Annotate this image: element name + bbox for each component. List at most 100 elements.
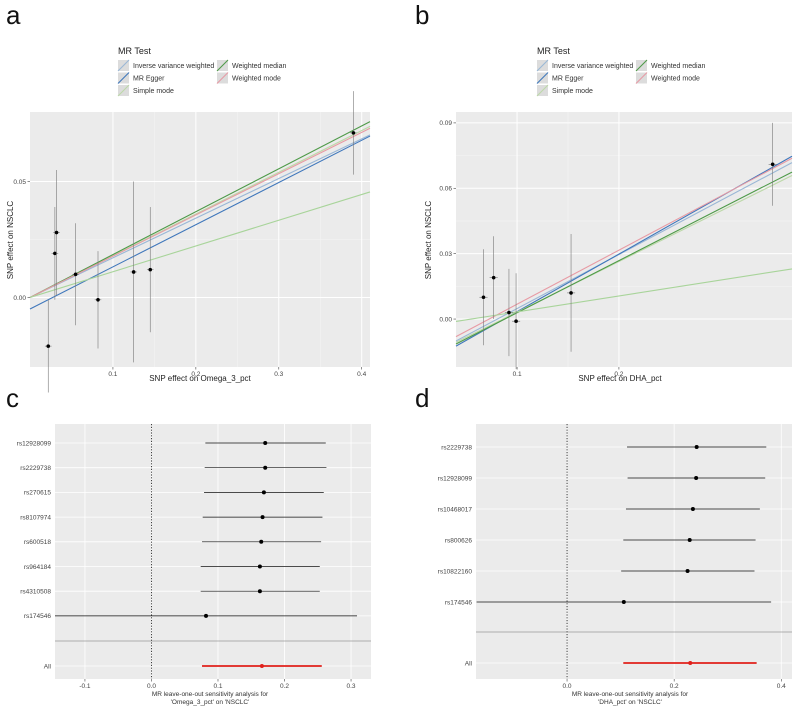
x-tick-label: 0.2	[670, 683, 679, 690]
panel-a-ticks: 0.1 0.2 0.3 0.4 0.00 0.05	[13, 179, 366, 378]
row-label: rs600518	[24, 539, 51, 546]
estimate-point	[621, 600, 626, 604]
panel-b-regression-lines	[455, 155, 793, 347]
row-label: rs2229738	[441, 444, 472, 451]
row-label: rs8107974	[20, 514, 51, 521]
regression-line	[29, 121, 371, 298]
overall-estimate-point	[259, 664, 264, 668]
estimate-point	[204, 613, 209, 618]
panel-c-caption-line2: 'Omega_3_pct' on 'NSCLC'	[171, 699, 250, 706]
estimate-point	[263, 465, 268, 470]
x-tick-label: 0.0	[147, 683, 156, 690]
panel-d-plot-area	[476, 424, 792, 679]
row-label: rs10468017	[438, 506, 473, 513]
row-label: rs964184	[24, 564, 51, 571]
data-point	[569, 291, 573, 295]
row-label: rs270615	[24, 490, 51, 497]
data-point	[73, 272, 78, 277]
x-tick-label: 0.1	[513, 371, 522, 378]
legend-label: Simple mode	[552, 88, 593, 95]
estimate-point	[261, 490, 266, 495]
row-label: rs2229738	[20, 465, 51, 472]
estimate-point	[257, 589, 262, 594]
panel-d: d rs2229738 rs12928099 rs10468017 rs800626 r…	[415, 383, 792, 706]
data-point	[96, 297, 100, 302]
panel-b-letter: b	[415, 0, 429, 30]
row-label: rs12928099	[17, 440, 52, 447]
regression-line	[455, 157, 793, 338]
panel-d-caption-line1: MR leave-one-out sensitivity analysis fo…	[572, 691, 689, 698]
data-point	[131, 270, 136, 274]
regression-line	[29, 134, 371, 298]
x-tick-label: 0.2	[191, 371, 200, 378]
legend-key-line	[117, 59, 130, 72]
legend-label: MR Egger	[133, 76, 165, 83]
x-tick-label: 0.4	[777, 683, 786, 690]
panel-a-legend-title: MR Test	[118, 46, 151, 56]
row-label: rs10822160	[438, 568, 473, 575]
legend-label: Weighted mode	[232, 76, 281, 83]
panel-d-letter: d	[415, 383, 429, 413]
regression-line	[455, 175, 793, 343]
panel-b-legend: MR Test Inverse variance weighted Weighte…	[536, 46, 705, 97]
panel-a-y-axis-title: SNP effect on NSCLC	[6, 201, 15, 280]
estimate-point	[685, 569, 690, 573]
y-tick-label: 0.00	[13, 295, 26, 302]
panel-d-caption-line2: 'DHA_pct' on 'NSCLC'	[598, 699, 662, 706]
data-point	[46, 344, 51, 348]
legend-label: Weighted median	[232, 63, 286, 70]
panel-c-forest-rows: rs12928099 rs2229738 rs270615 rs8107974 rs60…	[17, 440, 358, 670]
y-tick-label: 0.03	[439, 251, 452, 258]
panel-a-gridlines	[30, 112, 370, 367]
row-label: rs174546	[24, 613, 51, 620]
regression-line	[455, 171, 793, 345]
row-label: rs800626	[445, 537, 472, 544]
estimate-point	[687, 538, 692, 542]
x-tick-label: 0.1	[108, 371, 117, 378]
legend-key-line	[117, 72, 130, 84]
panel-b-x-axis-title: SNP effect on DHA_pct	[578, 374, 662, 383]
x-tick-label: -0.1	[79, 683, 91, 690]
row-label: rs12928099	[438, 475, 473, 482]
panel-b-gridlines	[456, 112, 792, 367]
legend-key-line	[216, 59, 229, 72]
panel-a-x-axis-title: SNP effect on Omega_3_pct	[149, 374, 251, 383]
legend-label: Inverse variance weighted	[552, 63, 633, 70]
x-tick-label: 0.3	[274, 371, 283, 378]
x-tick-label: 0.4	[357, 371, 366, 378]
legend-key-line	[536, 84, 549, 97]
x-tick-label: 0.0	[563, 683, 572, 690]
regression-line	[29, 127, 371, 298]
data-point	[514, 319, 518, 324]
data-point	[148, 267, 153, 272]
legend-key-line	[536, 72, 549, 84]
overall-row-label: All	[44, 663, 52, 670]
overall-estimate-point	[688, 661, 693, 665]
panel-d-ticks: 0.0 0.2 0.4	[563, 679, 786, 690]
y-tick-label: 0.09	[439, 120, 452, 127]
y-tick-label: 0.00	[439, 316, 452, 323]
legend-key-line	[117, 84, 130, 97]
estimate-point	[263, 441, 268, 445]
data-point	[481, 295, 486, 300]
x-tick-label: 0.1	[213, 683, 222, 690]
legend-label: Weighted median	[651, 63, 705, 70]
data-point	[351, 131, 356, 135]
panel-c-ticks: -0.1 0.0 0.1 0.2 0.3	[79, 679, 356, 690]
data-point	[770, 162, 775, 167]
panel-a-regression-lines	[29, 121, 371, 310]
panel-b-points	[479, 122, 777, 370]
panel-c: c rs12928099rs2229738rs270615rs8107974rs…	[6, 383, 371, 706]
estimate-point	[694, 476, 699, 480]
panel-b-legend-items: Inverse variance weighted Weighted median…	[536, 59, 705, 97]
panel-b-legend-title: MR Test	[537, 46, 570, 56]
panel-b-plot-area	[456, 112, 792, 367]
legend-key-line	[536, 59, 549, 72]
panel-a-points	[44, 91, 357, 393]
panel-a: a MR Test Inverse variance weighted Weigh…	[6, 0, 371, 393]
data-point	[53, 251, 57, 256]
legend-label: Simple mode	[133, 88, 174, 95]
row-label: rs174546	[445, 599, 472, 606]
panel-b-ticks: 0.1 0.2 0.00 0.03 0.06 0.09	[439, 120, 623, 378]
